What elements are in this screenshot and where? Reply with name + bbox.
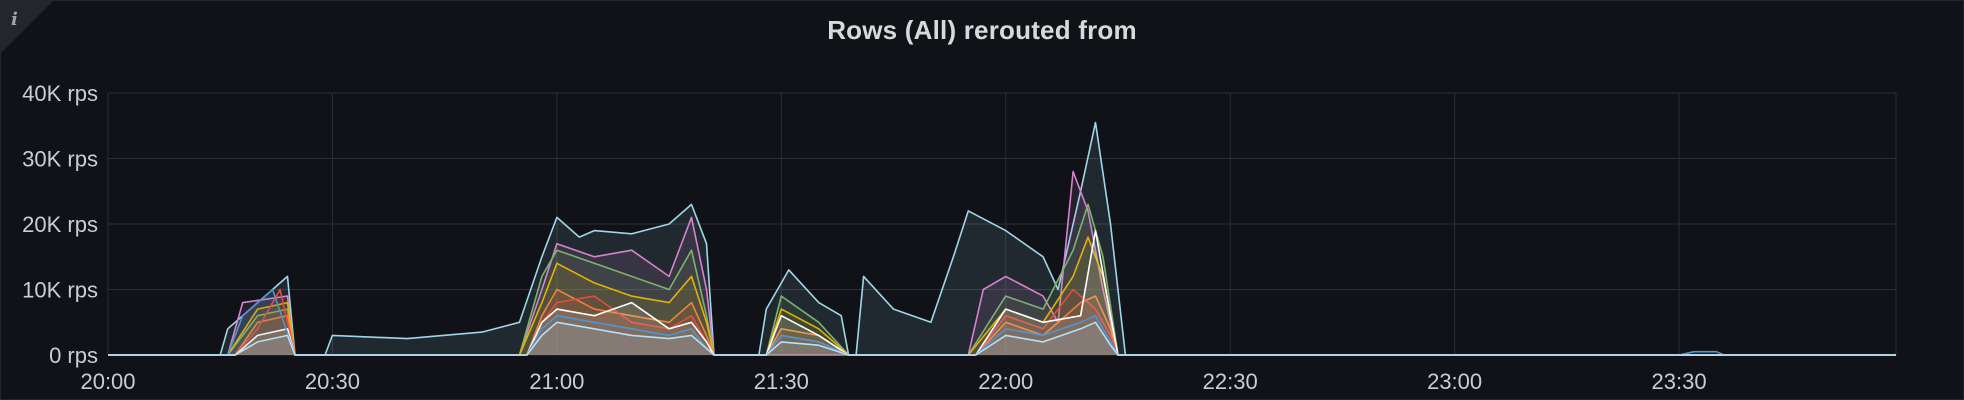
panel-title[interactable]: Rows (All) rerouted from (827, 15, 1137, 45)
chart-series-group (108, 121, 1896, 356)
series-area-0 (108, 122, 1896, 355)
x-tick-label: 23:00 (1427, 369, 1482, 394)
y-tick-label: 30K rps (22, 147, 98, 172)
y-axis: 0 rps 10K rps 20K rps 30K rps 40K rps (22, 81, 98, 368)
chart-grid (107, 92, 1897, 356)
y-tick-label: 0 rps (49, 343, 98, 368)
info-icon[interactable]: i (11, 9, 18, 30)
x-tick-label: 20:00 (80, 369, 135, 394)
series-area-7 (108, 289, 1896, 355)
x-axis: 20:00 20:30 21:00 21:30 22:00 22:30 23:00 23:30 (80, 369, 1706, 394)
panel-info-corner[interactable] (1, 1, 53, 53)
x-tick-label: 22:00 (978, 369, 1033, 394)
y-tick-label: 40K rps (22, 81, 98, 106)
y-tick-label: 20K rps (22, 212, 98, 237)
x-tick-label: 22:30 (1203, 369, 1258, 394)
x-tick-label: 21:00 (529, 369, 584, 394)
series-area-3 (108, 237, 1896, 355)
x-tick-label: 20:30 (305, 369, 360, 394)
x-tick-label: 23:30 (1652, 369, 1707, 394)
series-area-1 (108, 171, 1896, 355)
y-tick-label: 10K rps (22, 278, 98, 303)
x-tick-label: 21:30 (754, 369, 809, 394)
series-line-8[interactable] (108, 321, 1896, 356)
